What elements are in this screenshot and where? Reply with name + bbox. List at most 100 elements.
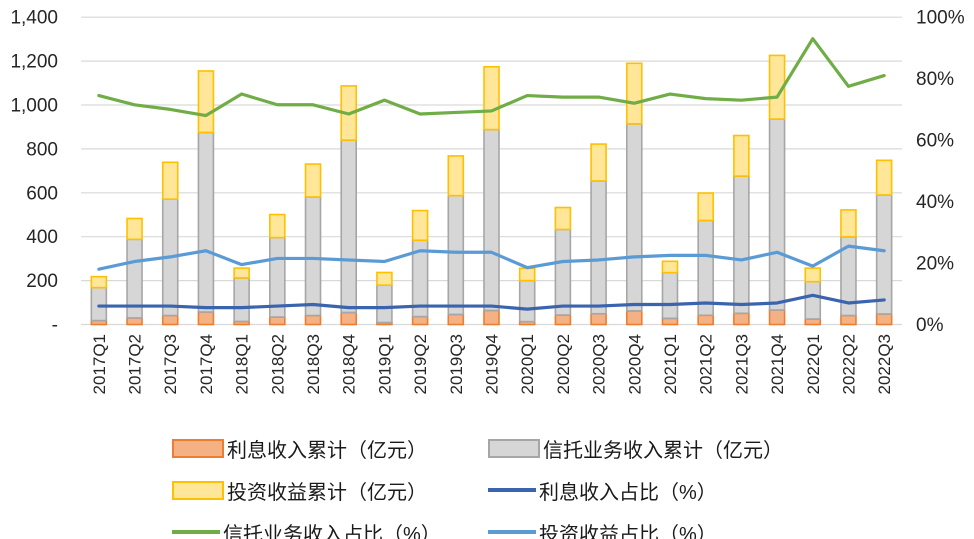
bar-segment-interest-income — [340, 311, 358, 326]
bar-segment-investment-income — [161, 161, 179, 200]
legend-label: 信托业务收入累计（亿元） — [543, 439, 783, 462]
bar-segment-interest-income — [304, 314, 322, 326]
bar-segment-interest-income — [661, 317, 679, 326]
legend-line-icon — [488, 488, 536, 492]
bar-segment-interest-income — [875, 313, 893, 326]
left-axis-tick-label: 1,400 — [10, 8, 58, 29]
x-axis-label: 2019Q1 — [375, 334, 394, 395]
x-axis-label: 2021Q4 — [768, 334, 787, 395]
bar-segment-trust-income — [733, 175, 750, 315]
x-axis-label: 2022Q2 — [839, 334, 858, 395]
bar-segment-investment-income — [376, 271, 393, 287]
x-axis-label: 2020Q3 — [590, 334, 609, 395]
bar-segment-interest-income — [447, 313, 465, 326]
legend-item-5: 投资收益占比（%） — [488, 518, 783, 539]
bar-segment-trust-income — [590, 180, 607, 315]
bar-segment-investment-income — [447, 155, 465, 197]
right-axis-tick-label: 0% — [916, 315, 944, 336]
bar-segment-trust-income — [90, 286, 108, 322]
legend-label: 投资收益占比（%） — [539, 523, 717, 539]
bar-segment-investment-income — [697, 192, 714, 222]
bar-segment-trust-income — [768, 118, 786, 311]
bar-segment-investment-income — [233, 267, 250, 279]
x-axis-label: 2017Q1 — [90, 334, 109, 395]
legend-label: 利息收入占比（%） — [539, 481, 717, 504]
x-axis-label: 2020Q1 — [518, 334, 537, 395]
bar-segment-interest-income — [411, 315, 429, 326]
x-axis-label: 2017Q2 — [126, 334, 145, 395]
bar-segment-interest-income — [625, 310, 643, 326]
bar-segment-trust-income — [340, 139, 358, 314]
right-axis-tick-label: 100% — [916, 8, 965, 29]
bar-segment-investment-income — [661, 260, 679, 274]
x-axis-label: 2019Q2 — [411, 334, 430, 395]
bar-segment-interest-income — [804, 318, 822, 326]
bar-segment-interest-income — [554, 314, 572, 326]
right-axis-tick-label: 20% — [916, 254, 954, 275]
bar-segment-investment-income — [197, 70, 215, 134]
bar-segment-interest-income — [161, 314, 179, 326]
bar-segment-investment-income — [840, 209, 857, 238]
x-axis-label: 2019Q4 — [483, 334, 502, 395]
bar-segment-trust-income — [483, 128, 500, 312]
line-interest-income-ratio — [97, 293, 886, 311]
chart-legend: 利息收入累计（亿元） 信托业务收入累计（亿元） 投资收益累计（亿元） 利息收入占比（%… — [172, 427, 783, 539]
legend-label: 利息收入累计（亿元） — [227, 439, 427, 462]
bar-segment-investment-income — [733, 134, 750, 177]
right-axis-tick-label: 80% — [916, 69, 954, 90]
bar-segment-trust-income — [661, 271, 679, 320]
x-axis-label: 2020Q2 — [554, 334, 573, 395]
bar-segment-investment-income — [554, 206, 572, 231]
legend-line-icon — [488, 530, 536, 534]
bar-segment-interest-income — [697, 314, 714, 326]
bar-segment-trust-income — [197, 131, 215, 313]
legend-item-4: 信托业务收入占比（%） — [172, 518, 488, 539]
bar-segment-interest-income — [590, 312, 607, 326]
left-axis-tick-label: 1,200 — [10, 52, 58, 73]
legend-item-2: 投资收益累计（亿元） — [172, 476, 488, 505]
x-axis-label: 2018Q3 — [304, 334, 323, 395]
bar-segment-interest-income — [768, 309, 786, 326]
bar-segment-investment-income — [875, 159, 893, 196]
legend-swatch-icon — [172, 438, 224, 458]
legend-label: 投资收益累计（亿元） — [227, 481, 427, 504]
bar-segment-interest-income — [269, 316, 286, 326]
line-trust-income-ratio — [97, 37, 886, 118]
left-axis-tick-label: 200 — [26, 271, 58, 292]
bar-segment-trust-income — [625, 123, 643, 312]
bar-segment-investment-income — [483, 66, 500, 131]
right-axis-tick-label: 40% — [916, 192, 954, 213]
left-axis-tick-label: - — [52, 315, 58, 336]
left-axis-tick-label: 1,000 — [10, 96, 58, 117]
bar-segment-interest-income — [126, 317, 143, 326]
left-axis-tick-label: 800 — [26, 139, 58, 160]
x-axis-label: 2017Q3 — [161, 334, 180, 395]
bar-segment-investment-income — [411, 209, 429, 242]
x-axis-label: 2022Q3 — [875, 334, 894, 395]
x-axis-label: 2019Q3 — [447, 334, 466, 395]
legend-item-1: 信托业务收入累计（亿元） — [488, 434, 783, 463]
bar-segment-interest-income — [840, 314, 857, 326]
bar-segment-trust-income — [804, 280, 822, 320]
bar-segment-investment-income — [269, 213, 286, 239]
x-axis-label: 2017Q4 — [197, 334, 216, 395]
bar-segment-interest-income — [197, 311, 215, 326]
bar-segment-trust-income — [233, 277, 250, 323]
x-axis-label: 2020Q4 — [625, 334, 644, 395]
x-axis-label: 2021Q1 — [661, 334, 680, 395]
legend-swatch-icon — [172, 480, 224, 500]
legend-item-0: 利息收入累计（亿元） — [172, 434, 488, 463]
left-axis-tick-label: 600 — [26, 183, 58, 204]
bar-segment-investment-income — [126, 217, 143, 241]
x-axis-label: 2022Q1 — [804, 334, 823, 395]
x-axis-label: 2021Q2 — [697, 334, 716, 395]
bar-segment-interest-income — [483, 309, 500, 326]
legend-label: 信托业务收入占比（%） — [223, 523, 441, 539]
bar-segment-trust-income — [875, 194, 893, 315]
legend-line-icon — [172, 530, 220, 534]
legend-item-3: 利息收入占比（%） — [488, 476, 783, 505]
x-axis-label: 2018Q1 — [233, 334, 252, 395]
bar-segment-trust-income — [376, 284, 393, 324]
